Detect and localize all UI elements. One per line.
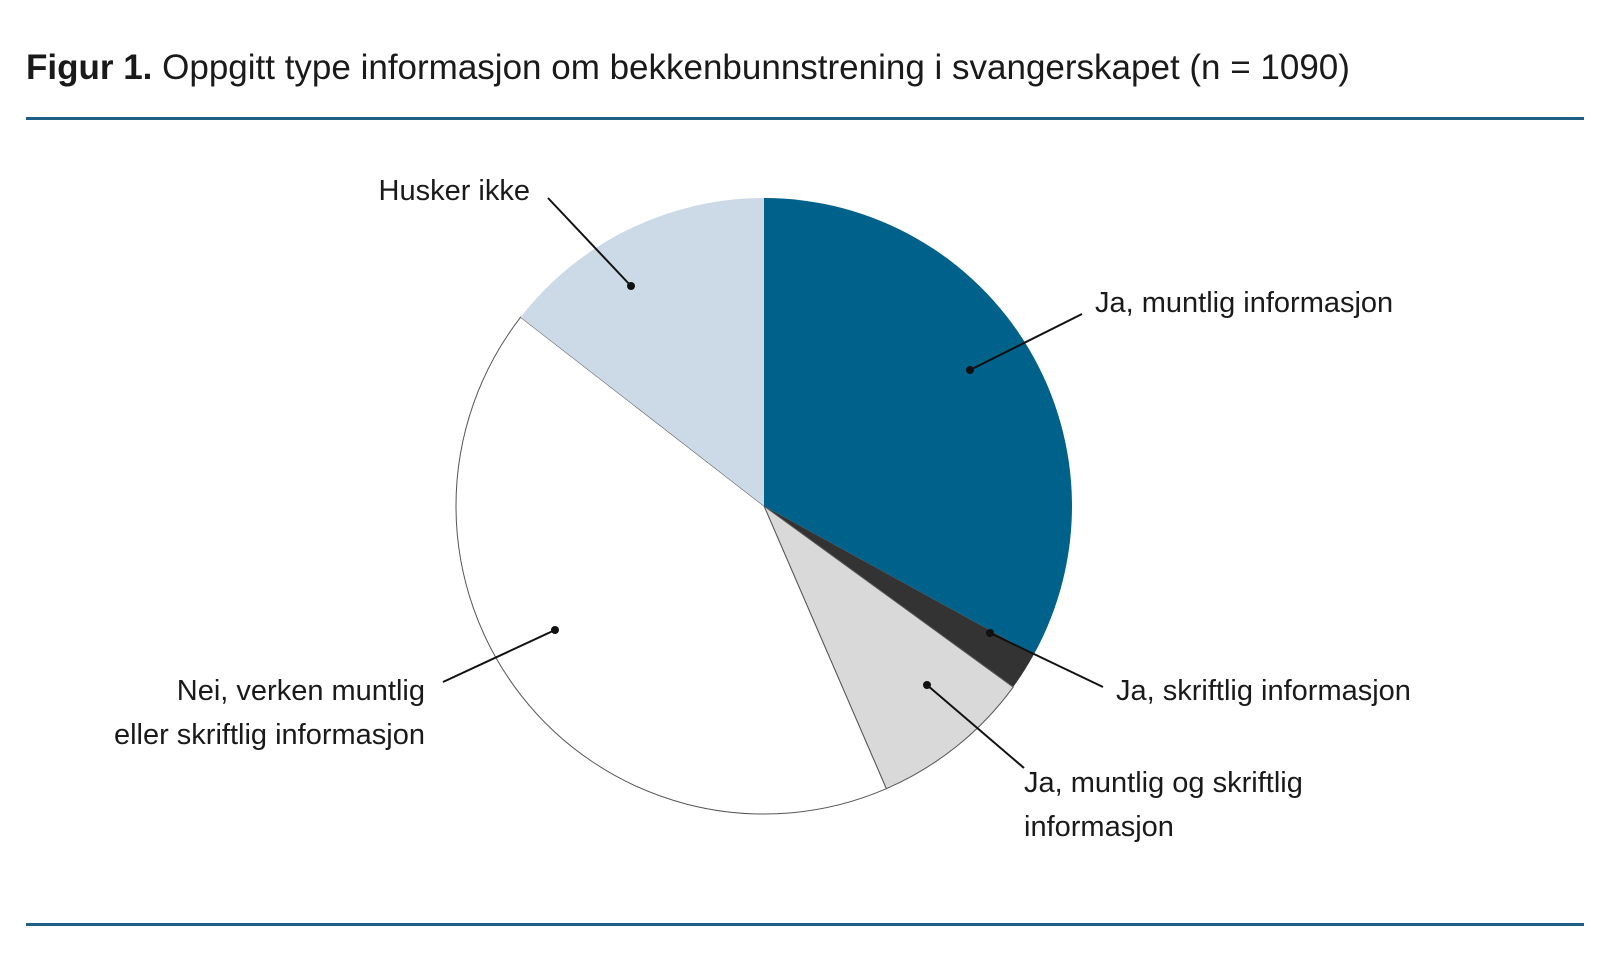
figure-title: Figur 1. Oppgitt type informasjon om bek… — [26, 46, 1350, 90]
figure-title-text: Oppgitt type informasjon om bekkenbunnst… — [162, 48, 1350, 87]
leader-line-1 — [989, 632, 1104, 688]
slice-label-3: Nei, verken muntlig eller skriftlig infor… — [114, 675, 425, 751]
leader-line-4 — [547, 197, 632, 287]
leader-dot-1 — [986, 629, 994, 637]
leader-dot-4 — [627, 282, 635, 290]
pie-slice-1 — [764, 506, 1034, 688]
leader-dot-2 — [923, 681, 931, 689]
figure-label: Figur 1. — [26, 48, 153, 87]
pie-slice-2 — [762, 504, 1014, 790]
leader-line-0 — [969, 313, 1083, 371]
leader-line-3 — [442, 629, 556, 683]
leader-dot-3 — [551, 626, 559, 634]
slice-label-4: Husker ikke — [379, 175, 531, 207]
pie-slice-0 — [764, 198, 1072, 655]
slice-label-0: Ja, muntlig informasjon — [1095, 287, 1393, 319]
leader-line-2 — [926, 684, 1025, 769]
pie-slice-3 — [455, 316, 887, 815]
top-rule — [26, 117, 1584, 120]
pie-slice-4 — [520, 198, 764, 506]
leader-dot-0 — [966, 366, 974, 374]
slice-label-2: Ja, muntlig og skriftlig informasjon — [1024, 767, 1303, 843]
bottom-rule — [26, 923, 1584, 926]
slice-label-1: Ja, skriftlig informasjon — [1116, 675, 1411, 707]
